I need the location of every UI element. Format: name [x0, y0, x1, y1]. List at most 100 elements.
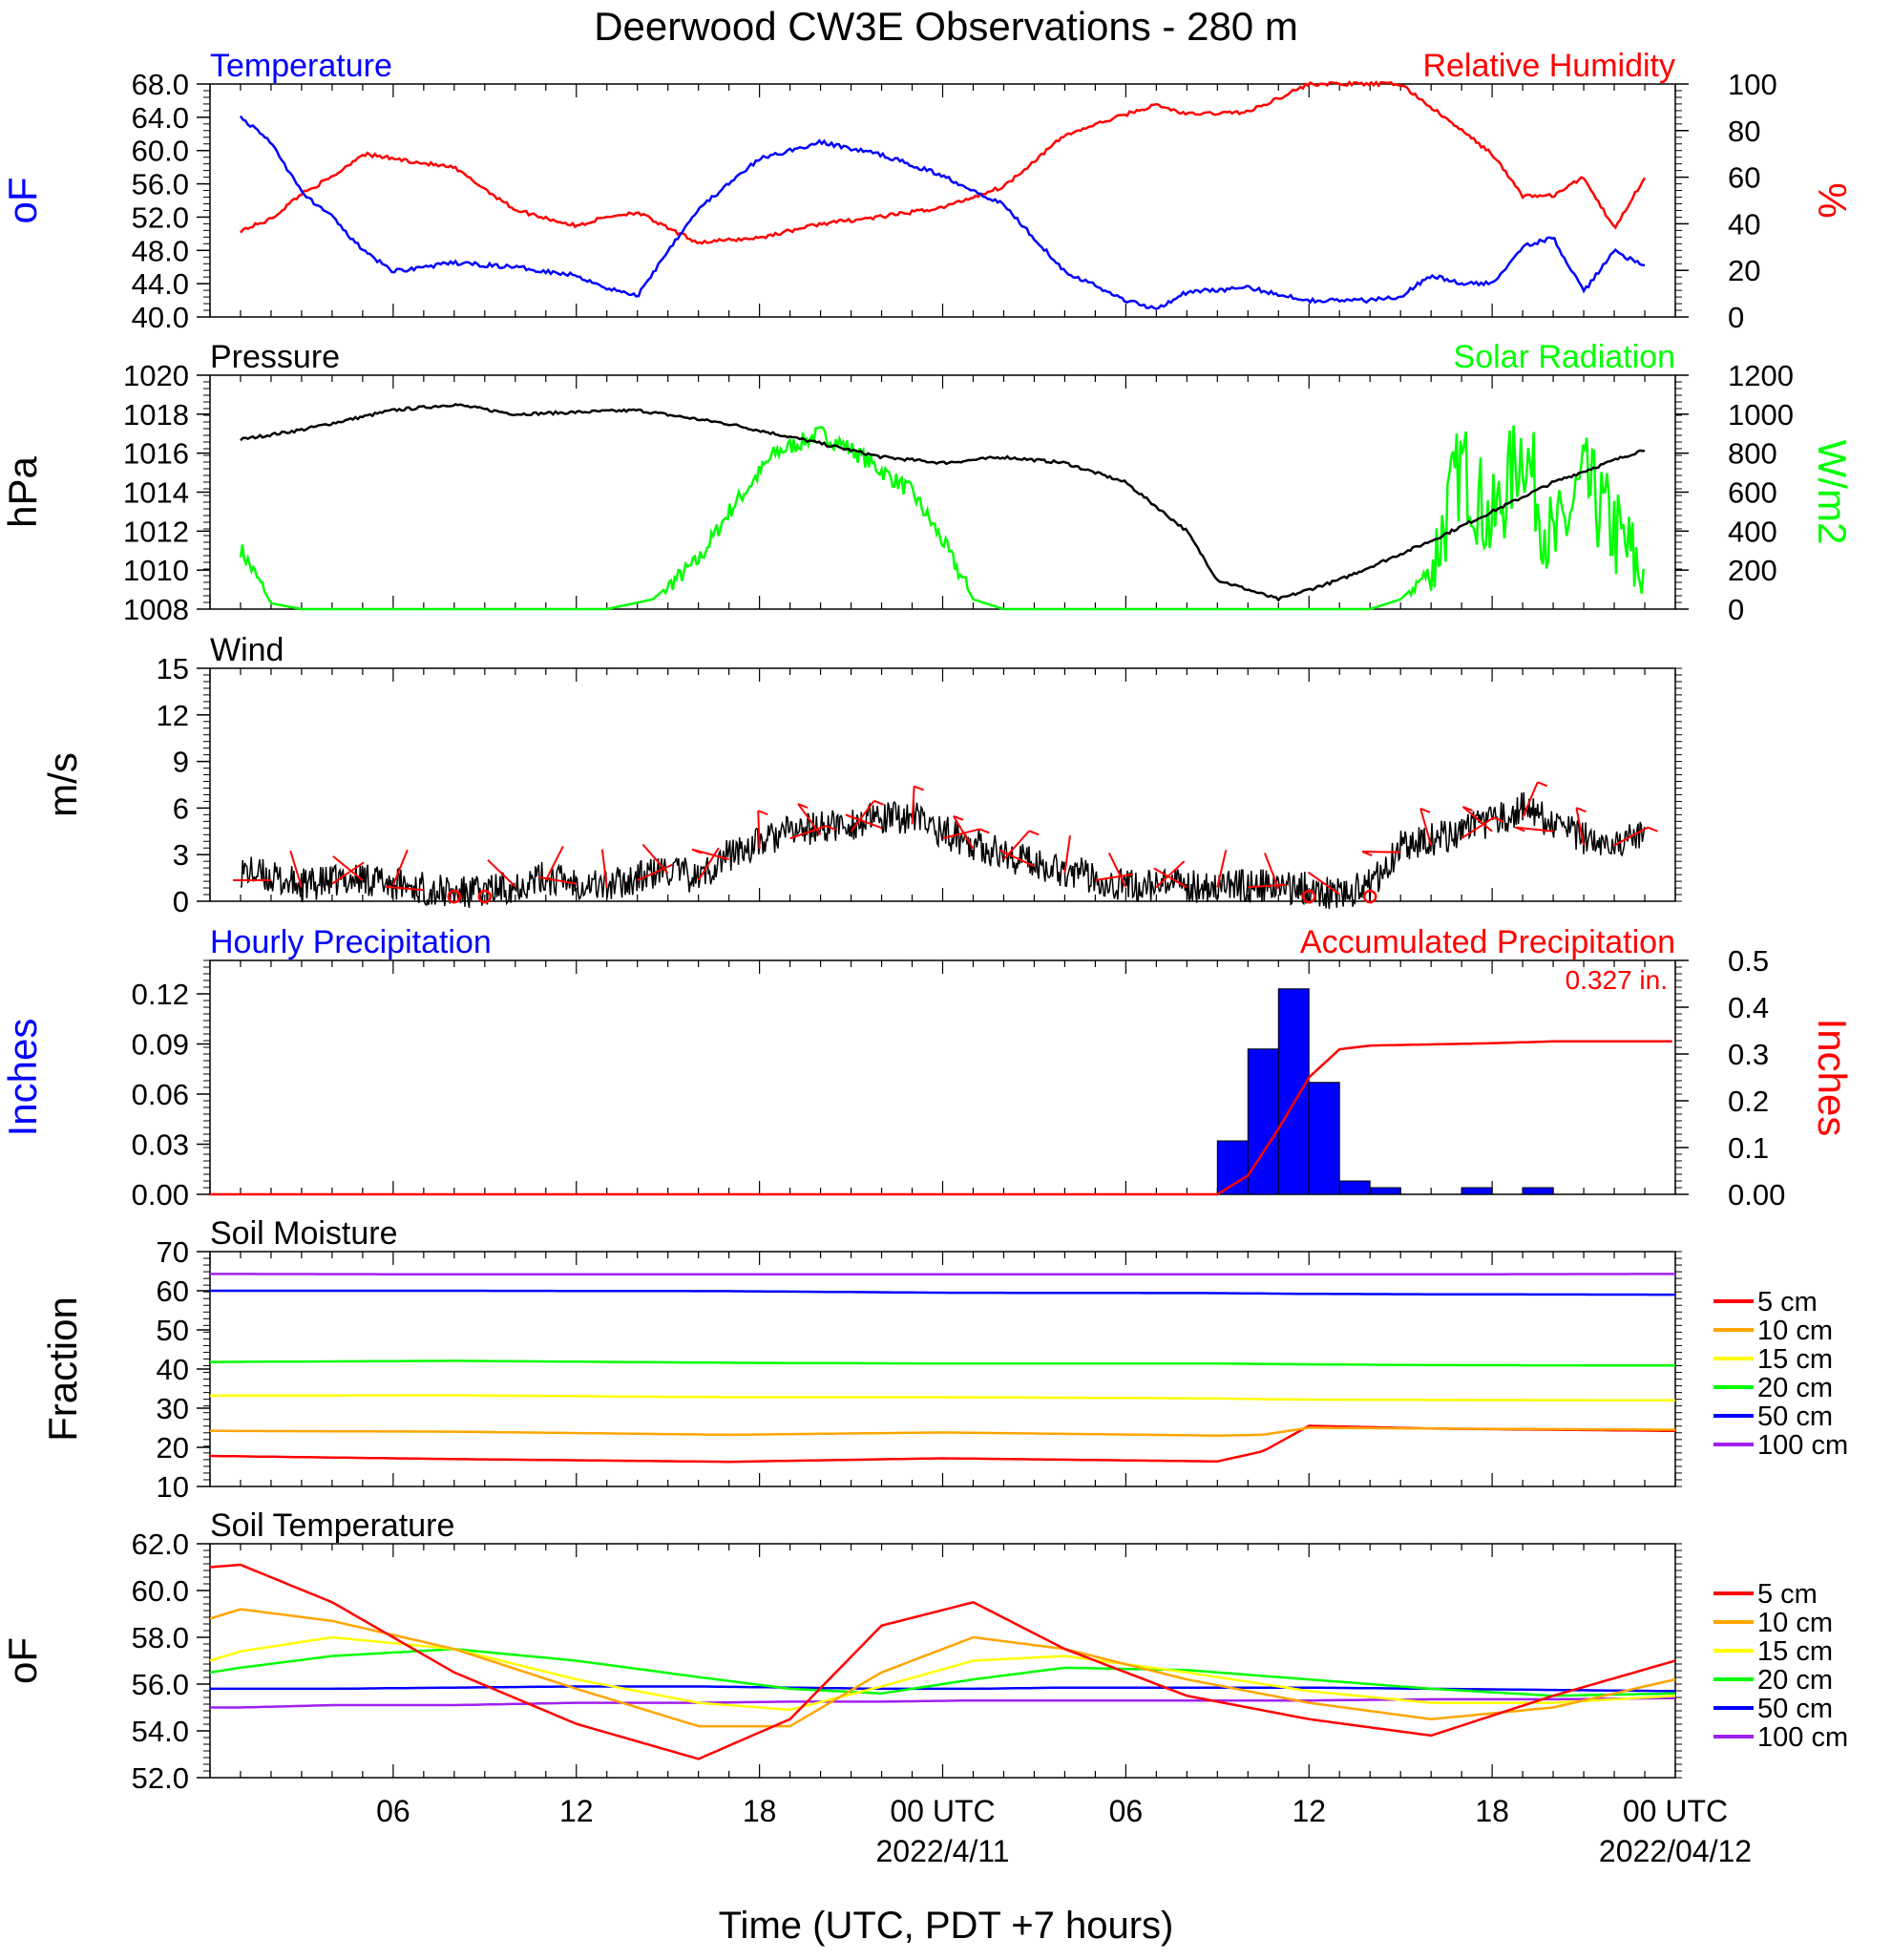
- legend-label-10cm: 10 cm: [1757, 1316, 1833, 1346]
- wind-barb-flag: [1419, 808, 1431, 813]
- wind-panel: 15 12 9 6 3 0 Wind m/s: [40, 632, 1682, 918]
- y-tick-label: 52.0: [132, 200, 189, 234]
- legend-label-100cm: 100 cm: [1757, 1430, 1848, 1461]
- wind-barb-staff: [1575, 807, 1586, 846]
- wind-barb-staff: [332, 855, 364, 881]
- legend-label-15cm: 15 cm: [1757, 1636, 1833, 1667]
- wind-barb-flag: [953, 814, 964, 821]
- right-y-tick-label: 200: [1728, 554, 1777, 587]
- y-tick-label: 1020: [123, 359, 189, 392]
- chart-title: Deerwood CW3E Observations - 280 m: [594, 4, 1298, 49]
- y-tick-label: 1012: [123, 515, 189, 548]
- wind-barb-staff: [385, 885, 424, 892]
- wind-barb-staff: [942, 828, 980, 840]
- temperature-unit-label: oF: [0, 177, 45, 223]
- legend-label-50cm: 50 cm: [1757, 1694, 1833, 1724]
- panels: 68.064.060.056.052.048.044.040.010080604…: [0, 48, 1855, 1795]
- y-tick-label: 1010: [123, 554, 189, 587]
- accum-precip-unit-label: Inches: [1810, 1019, 1855, 1137]
- right-y-tick-label: 0.3: [1728, 1038, 1769, 1071]
- right-y-tick-label: 600: [1728, 476, 1777, 510]
- y-tick-label: 0.03: [132, 1128, 189, 1162]
- y-tick-label: 0.06: [132, 1078, 189, 1111]
- wind-barb-staff: [1248, 883, 1287, 889]
- wind-barb-flag: [1462, 806, 1473, 812]
- wind-barb-flag: [1514, 826, 1525, 832]
- legend-label-20cm: 20 cm: [1757, 1373, 1833, 1403]
- wind-barb-staff: [1095, 873, 1134, 882]
- y-tick-label: 44.0: [132, 267, 189, 301]
- legend-label-5cm: 5 cm: [1757, 1579, 1818, 1610]
- x-tick-label: 06: [376, 1794, 410, 1828]
- soil-moisture-line-10cm: [210, 1426, 1675, 1437]
- y-tick-label: 60: [157, 1275, 189, 1308]
- accum-precip-title: Accumulated Precipitation: [1300, 924, 1675, 960]
- precip-total-label: 0.327 in.: [1566, 965, 1668, 995]
- hourly-precip-bar: [1308, 1082, 1340, 1195]
- solar-unit-label: W/m2: [1810, 440, 1855, 545]
- wind-barb-flag: [757, 810, 768, 816]
- right-y-tick-label: 0.1: [1728, 1131, 1769, 1165]
- humidity-title: Relative Humidity: [1422, 48, 1675, 84]
- wind-barb-staff: [544, 845, 564, 881]
- pressure-unit-label: hPa: [0, 455, 45, 527]
- right-y-tick-label: 40: [1728, 207, 1760, 241]
- y-tick-label: 40.0: [132, 301, 189, 334]
- y-tick-label: 1008: [123, 593, 189, 626]
- wind-barb-staff: [1613, 826, 1649, 847]
- solar-title: Solar Radiation: [1454, 339, 1675, 375]
- wind-barb-staff: [1216, 850, 1228, 888]
- y-tick-label: 64.0: [132, 101, 189, 135]
- pressure-solar-panel: 1020 1018 1016 1014 1012 1010 1008 1200 1000 800 6…: [0, 339, 1855, 626]
- hourly-precip-bar: [1369, 1187, 1401, 1195]
- wind-barb-flag: [978, 828, 990, 834]
- wind-barb-staff: [697, 847, 720, 881]
- soil-moisture-title: Soil Moisture: [210, 1215, 398, 1252]
- legend-label-20cm: 20 cm: [1757, 1665, 1833, 1696]
- wind-barb-staff: [391, 849, 409, 886]
- y-tick-label: 56.0: [132, 168, 189, 201]
- wind-barb-staff: [999, 849, 1035, 868]
- temperature-title: Temperature: [210, 48, 392, 84]
- wind-barb-flag: [826, 825, 836, 832]
- wind-barb-staff: [1307, 871, 1340, 896]
- wind-title: Wind: [210, 632, 284, 668]
- y-tick-label: 56.0: [132, 1668, 189, 1701]
- y-tick-label: 1014: [123, 476, 189, 510]
- y-tick-label: 15: [157, 652, 189, 685]
- wind-barb-staff: [789, 825, 827, 840]
- wind-barb-staff: [953, 815, 975, 850]
- hourly-precip-bar: [1338, 1180, 1371, 1195]
- wind-barb-flag: [1361, 851, 1373, 856]
- humidity-unit-label: %: [1810, 182, 1855, 218]
- wind-barb-staff: [757, 811, 761, 850]
- soil-temperature-unit-label: oF: [0, 1637, 45, 1684]
- wind-barb-staff: [637, 863, 673, 881]
- y-tick-label: 9: [173, 746, 189, 779]
- right-y-tick-label: 0: [1728, 301, 1744, 334]
- y-tick-label: 0.12: [132, 978, 189, 1011]
- y-tick-label: 70: [157, 1235, 189, 1269]
- wind-barb-staff: [1264, 853, 1280, 890]
- y-tick-label: 68.0: [132, 68, 189, 101]
- wind-barb-staff: [331, 861, 365, 885]
- humidity-line: [240, 80, 1647, 245]
- wind-barb-staff: [538, 875, 577, 885]
- y-tick-label: 48.0: [132, 234, 189, 267]
- wind-barb-staff: [1063, 834, 1071, 874]
- wind-barb-staff: [1155, 860, 1186, 889]
- x-date-label: 2022/4/11: [876, 1834, 1010, 1868]
- soil-temperature-title: Soil Temperature: [210, 1507, 454, 1544]
- x-tick-label: 18: [1475, 1794, 1509, 1828]
- temperature-line: [239, 115, 1646, 310]
- y-tick-label: 12: [157, 699, 189, 732]
- soil-temperature-line-10cm: [209, 1608, 1676, 1728]
- x-tick-label: 12: [1292, 1794, 1326, 1828]
- soil-moisture-line-20cm: [210, 1359, 1675, 1367]
- wind-barb-flag: [691, 848, 703, 854]
- wind-barb-flag: [914, 785, 924, 791]
- wind-barb-staff: [1362, 851, 1401, 854]
- legend-label-15cm: 15 cm: [1757, 1344, 1833, 1375]
- y-tick-label: 60.0: [132, 135, 189, 168]
